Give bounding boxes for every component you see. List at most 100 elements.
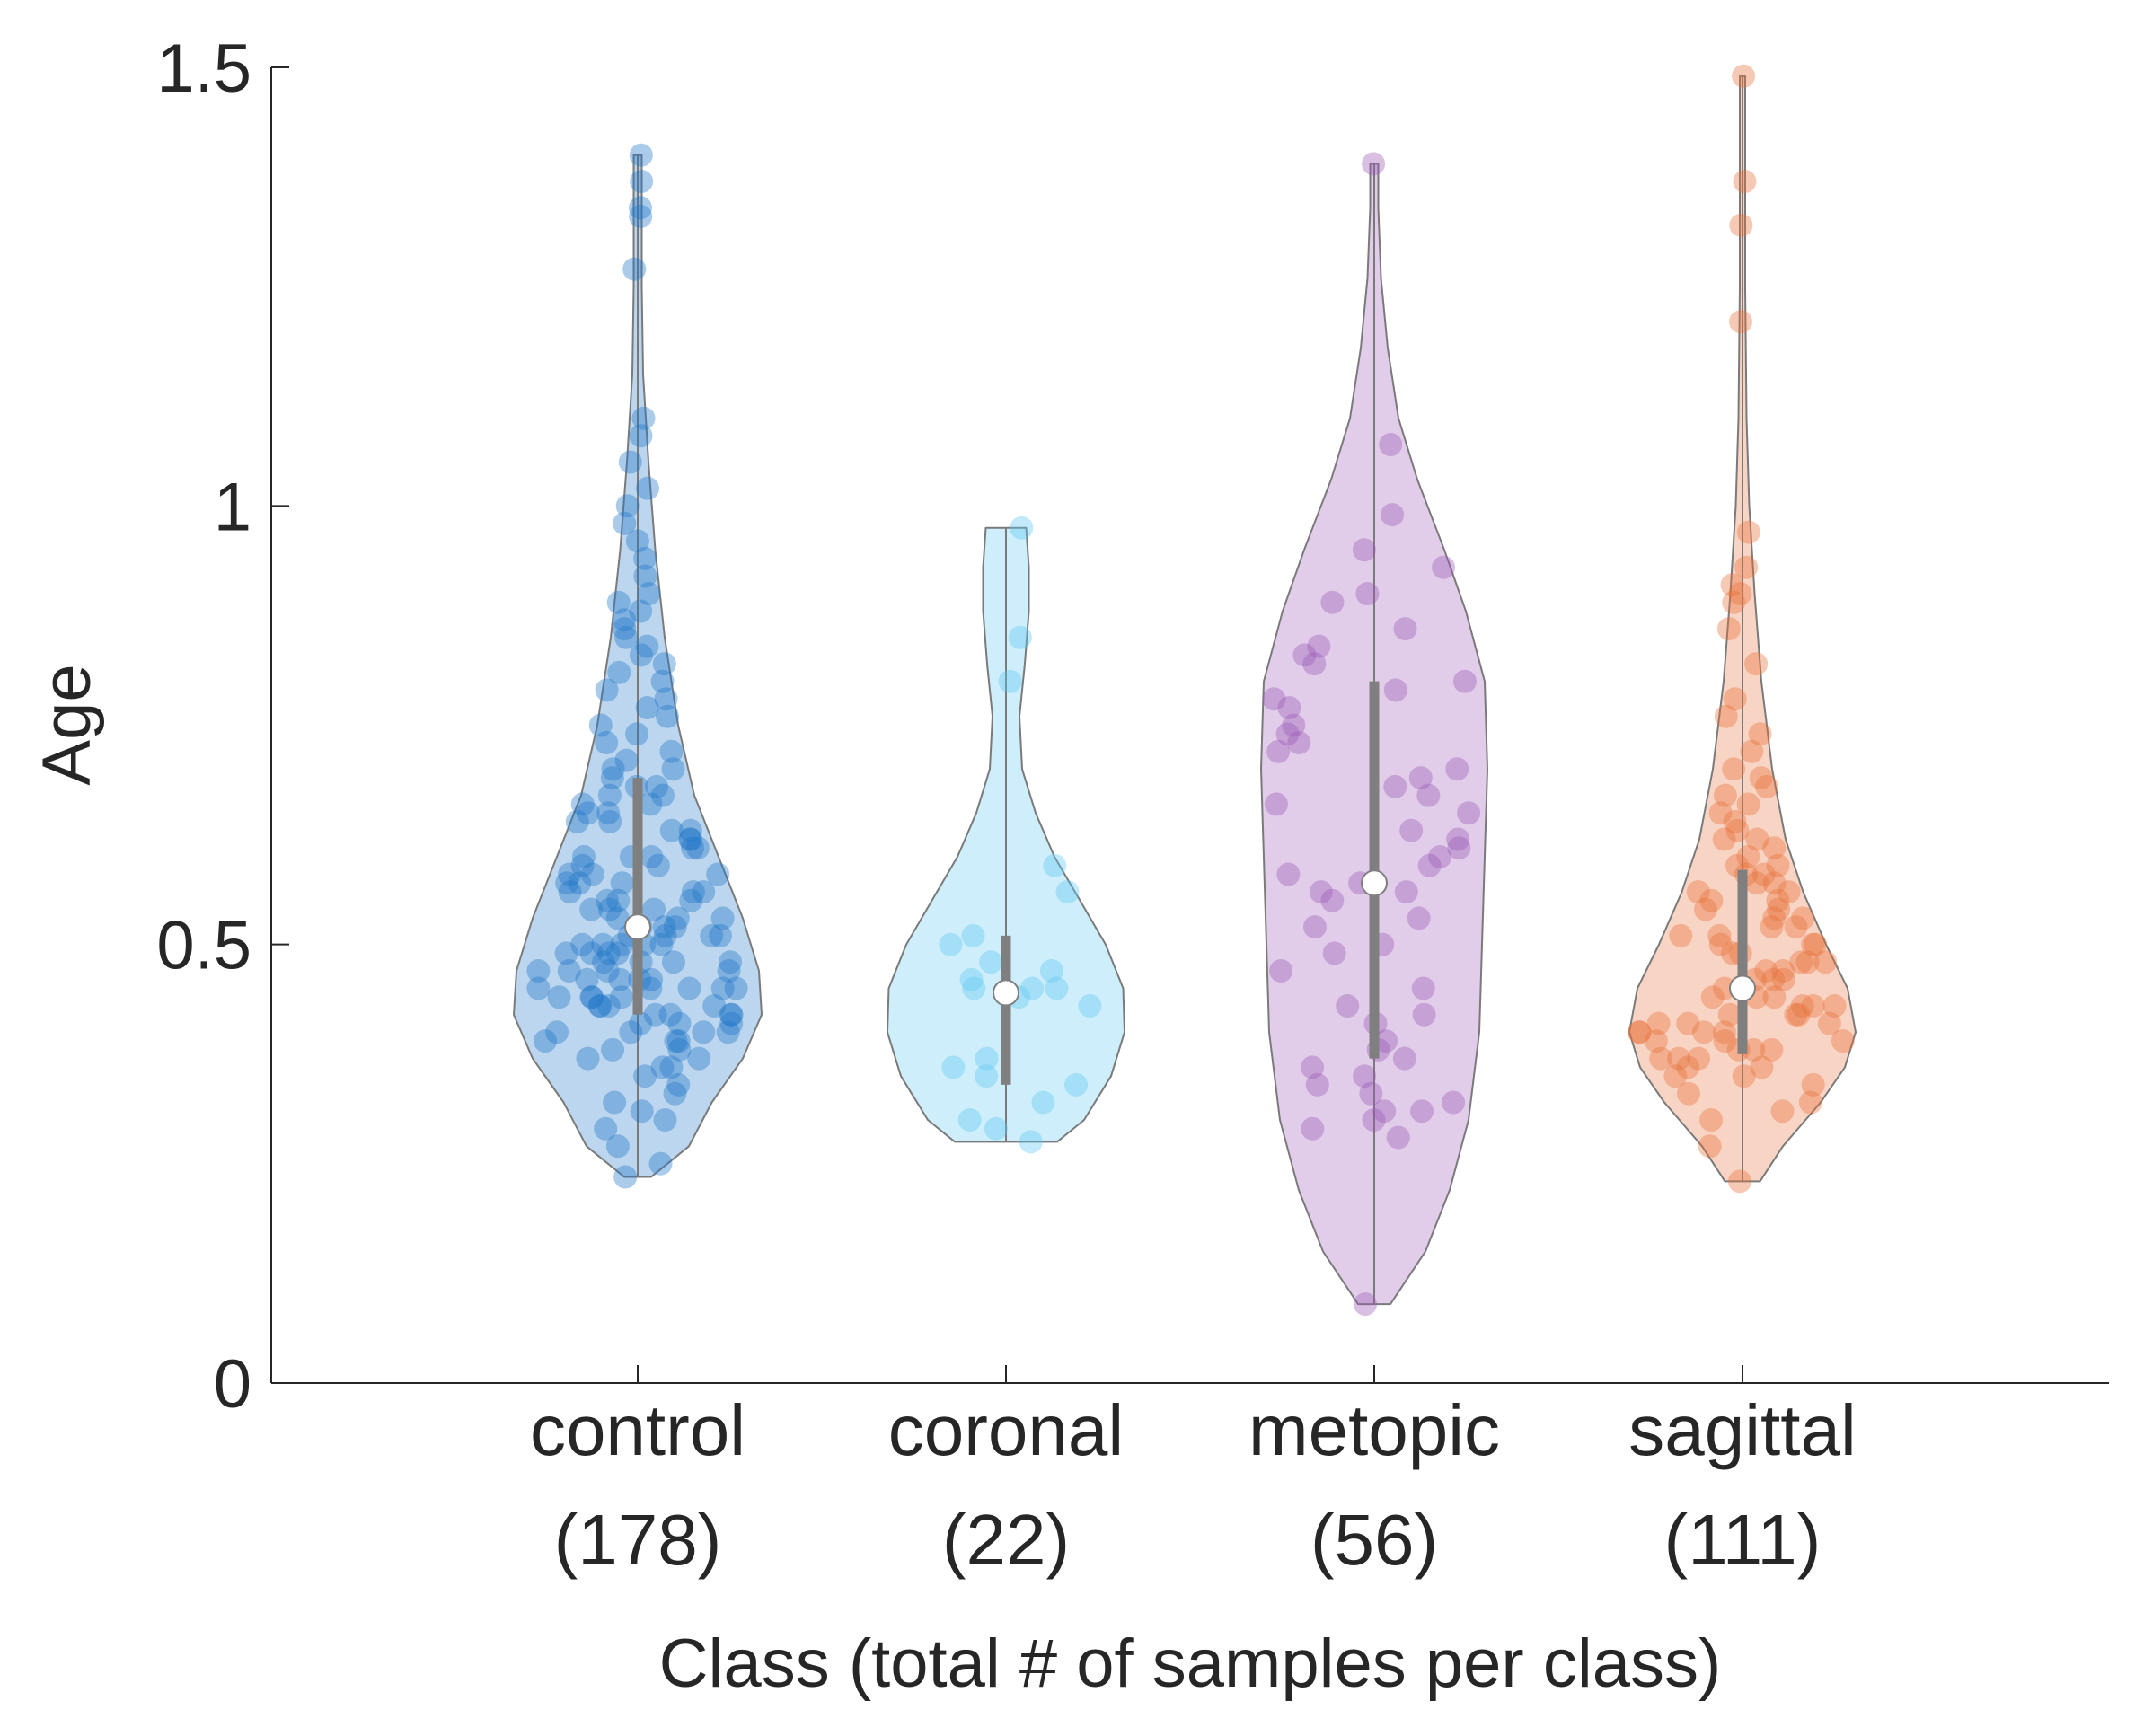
data-point-metopic <box>1303 915 1327 939</box>
data-point-metopic <box>1354 1292 1377 1317</box>
data-point-control <box>658 1002 683 1027</box>
data-point-control <box>646 853 670 877</box>
data-point-metopic <box>1428 845 1452 868</box>
data-point-sagittal <box>1791 906 1815 930</box>
data-point-control <box>572 845 596 868</box>
data-point-control <box>545 1020 569 1044</box>
data-point-control <box>596 941 621 965</box>
data-point-control <box>640 967 664 991</box>
data-point-control <box>605 1134 630 1159</box>
data-point-metopic <box>1446 827 1470 851</box>
y-tick-label: 1.5 <box>156 31 251 107</box>
data-point-coronal <box>962 976 986 1000</box>
data-point-control <box>588 713 613 737</box>
data-point-control <box>681 836 704 860</box>
data-point-metopic <box>1292 643 1317 667</box>
data-point-sagittal <box>1749 766 1773 790</box>
data-point-control <box>659 818 684 842</box>
data-point-control <box>700 923 724 947</box>
data-point-sagittal <box>1712 1020 1736 1044</box>
data-point-control <box>681 880 705 904</box>
data-point-control <box>610 932 634 956</box>
data-point-control <box>666 906 690 930</box>
data-point-control <box>575 967 599 991</box>
data-point-sagittal <box>1762 906 1787 930</box>
data-point-sagittal <box>1736 845 1760 868</box>
data-point-control <box>607 660 631 684</box>
data-point-control <box>679 888 703 912</box>
data-point-metopic <box>1407 906 1431 930</box>
data-point-metopic <box>1393 617 1417 641</box>
data-point-metopic <box>1442 1090 1466 1115</box>
data-point-metopic <box>1266 739 1291 763</box>
data-point-sagittal <box>1745 827 1769 851</box>
data-point-sagittal <box>1767 897 1791 921</box>
data-point-control <box>557 959 581 983</box>
data-point-metopic <box>1372 1099 1397 1124</box>
data-point-control <box>710 976 735 1000</box>
data-point-sagittal <box>1777 880 1801 904</box>
x-tick-count-metopic: (56) <box>1310 1500 1438 1580</box>
data-point-coronal <box>1078 994 1102 1018</box>
data-point-control <box>664 1029 688 1053</box>
data-point-sagittal <box>1725 818 1750 842</box>
data-point-coronal <box>957 1108 982 1132</box>
data-point-metopic <box>1381 503 1405 527</box>
data-point-control <box>692 1020 716 1044</box>
data-point-control <box>630 643 653 667</box>
data-point-sagittal <box>1762 836 1787 860</box>
data-point-coronal <box>975 1064 999 1088</box>
data-point-sagittal <box>1708 801 1733 825</box>
data-point-sagittal <box>1729 213 1753 237</box>
data-point-control <box>659 1055 684 1079</box>
data-point-metopic <box>1447 836 1471 860</box>
data-point-sagittal <box>1676 1011 1700 1035</box>
data-point-control <box>592 950 616 974</box>
y-axis-label: Age <box>29 664 105 785</box>
data-point-control <box>636 476 659 500</box>
data-point-control <box>687 1046 711 1071</box>
data-point-control <box>587 994 612 1018</box>
data-point-control <box>534 1029 558 1053</box>
data-point-control <box>650 1055 675 1079</box>
data-point-sagittal <box>1744 652 1769 676</box>
data-point-sagittal <box>1766 853 1790 877</box>
data-point-sagittal <box>1798 1090 1822 1115</box>
data-point-sagittal <box>1669 923 1693 947</box>
data-point-control <box>622 257 647 281</box>
data-point-coronal <box>984 1116 1008 1141</box>
data-point-sagittal <box>1822 994 1847 1018</box>
data-point-sagittal <box>1801 932 1825 956</box>
data-point-control <box>595 731 619 754</box>
data-point-sagittal <box>1766 888 1790 912</box>
data-point-control <box>603 1090 627 1115</box>
data-point-sagittal <box>1677 1081 1700 1106</box>
data-point-control <box>601 757 625 781</box>
data-point-sagittal <box>1692 1020 1716 1044</box>
data-point-control <box>526 959 551 983</box>
data-point-metopic <box>1392 1046 1416 1071</box>
data-point-control <box>558 862 582 886</box>
data-point-control <box>653 1108 677 1132</box>
data-point-sagittal <box>1712 827 1736 851</box>
data-point-sagittal <box>1762 871 1787 895</box>
data-point-sagittal <box>1694 897 1717 921</box>
data-point-control <box>613 511 637 535</box>
data-point-sagittal <box>1729 310 1752 334</box>
data-point-control <box>678 827 702 851</box>
data-point-sagittal <box>1754 959 1778 983</box>
data-point-sagittal <box>1676 1055 1700 1079</box>
data-point-control <box>576 801 600 825</box>
violin-metopic <box>1260 152 1488 1317</box>
data-point-coronal <box>1043 853 1067 877</box>
data-point-sagittal <box>1748 722 1772 746</box>
data-point-metopic <box>1383 678 1407 702</box>
data-point-sagittal <box>1771 967 1795 991</box>
data-point-sagittal <box>1686 880 1710 904</box>
data-point-control <box>719 950 743 974</box>
data-point-metopic <box>1383 774 1407 798</box>
data-point-sagittal <box>1722 590 1746 614</box>
x-tick-count-control: (178) <box>554 1500 722 1580</box>
data-point-metopic <box>1374 1029 1398 1053</box>
